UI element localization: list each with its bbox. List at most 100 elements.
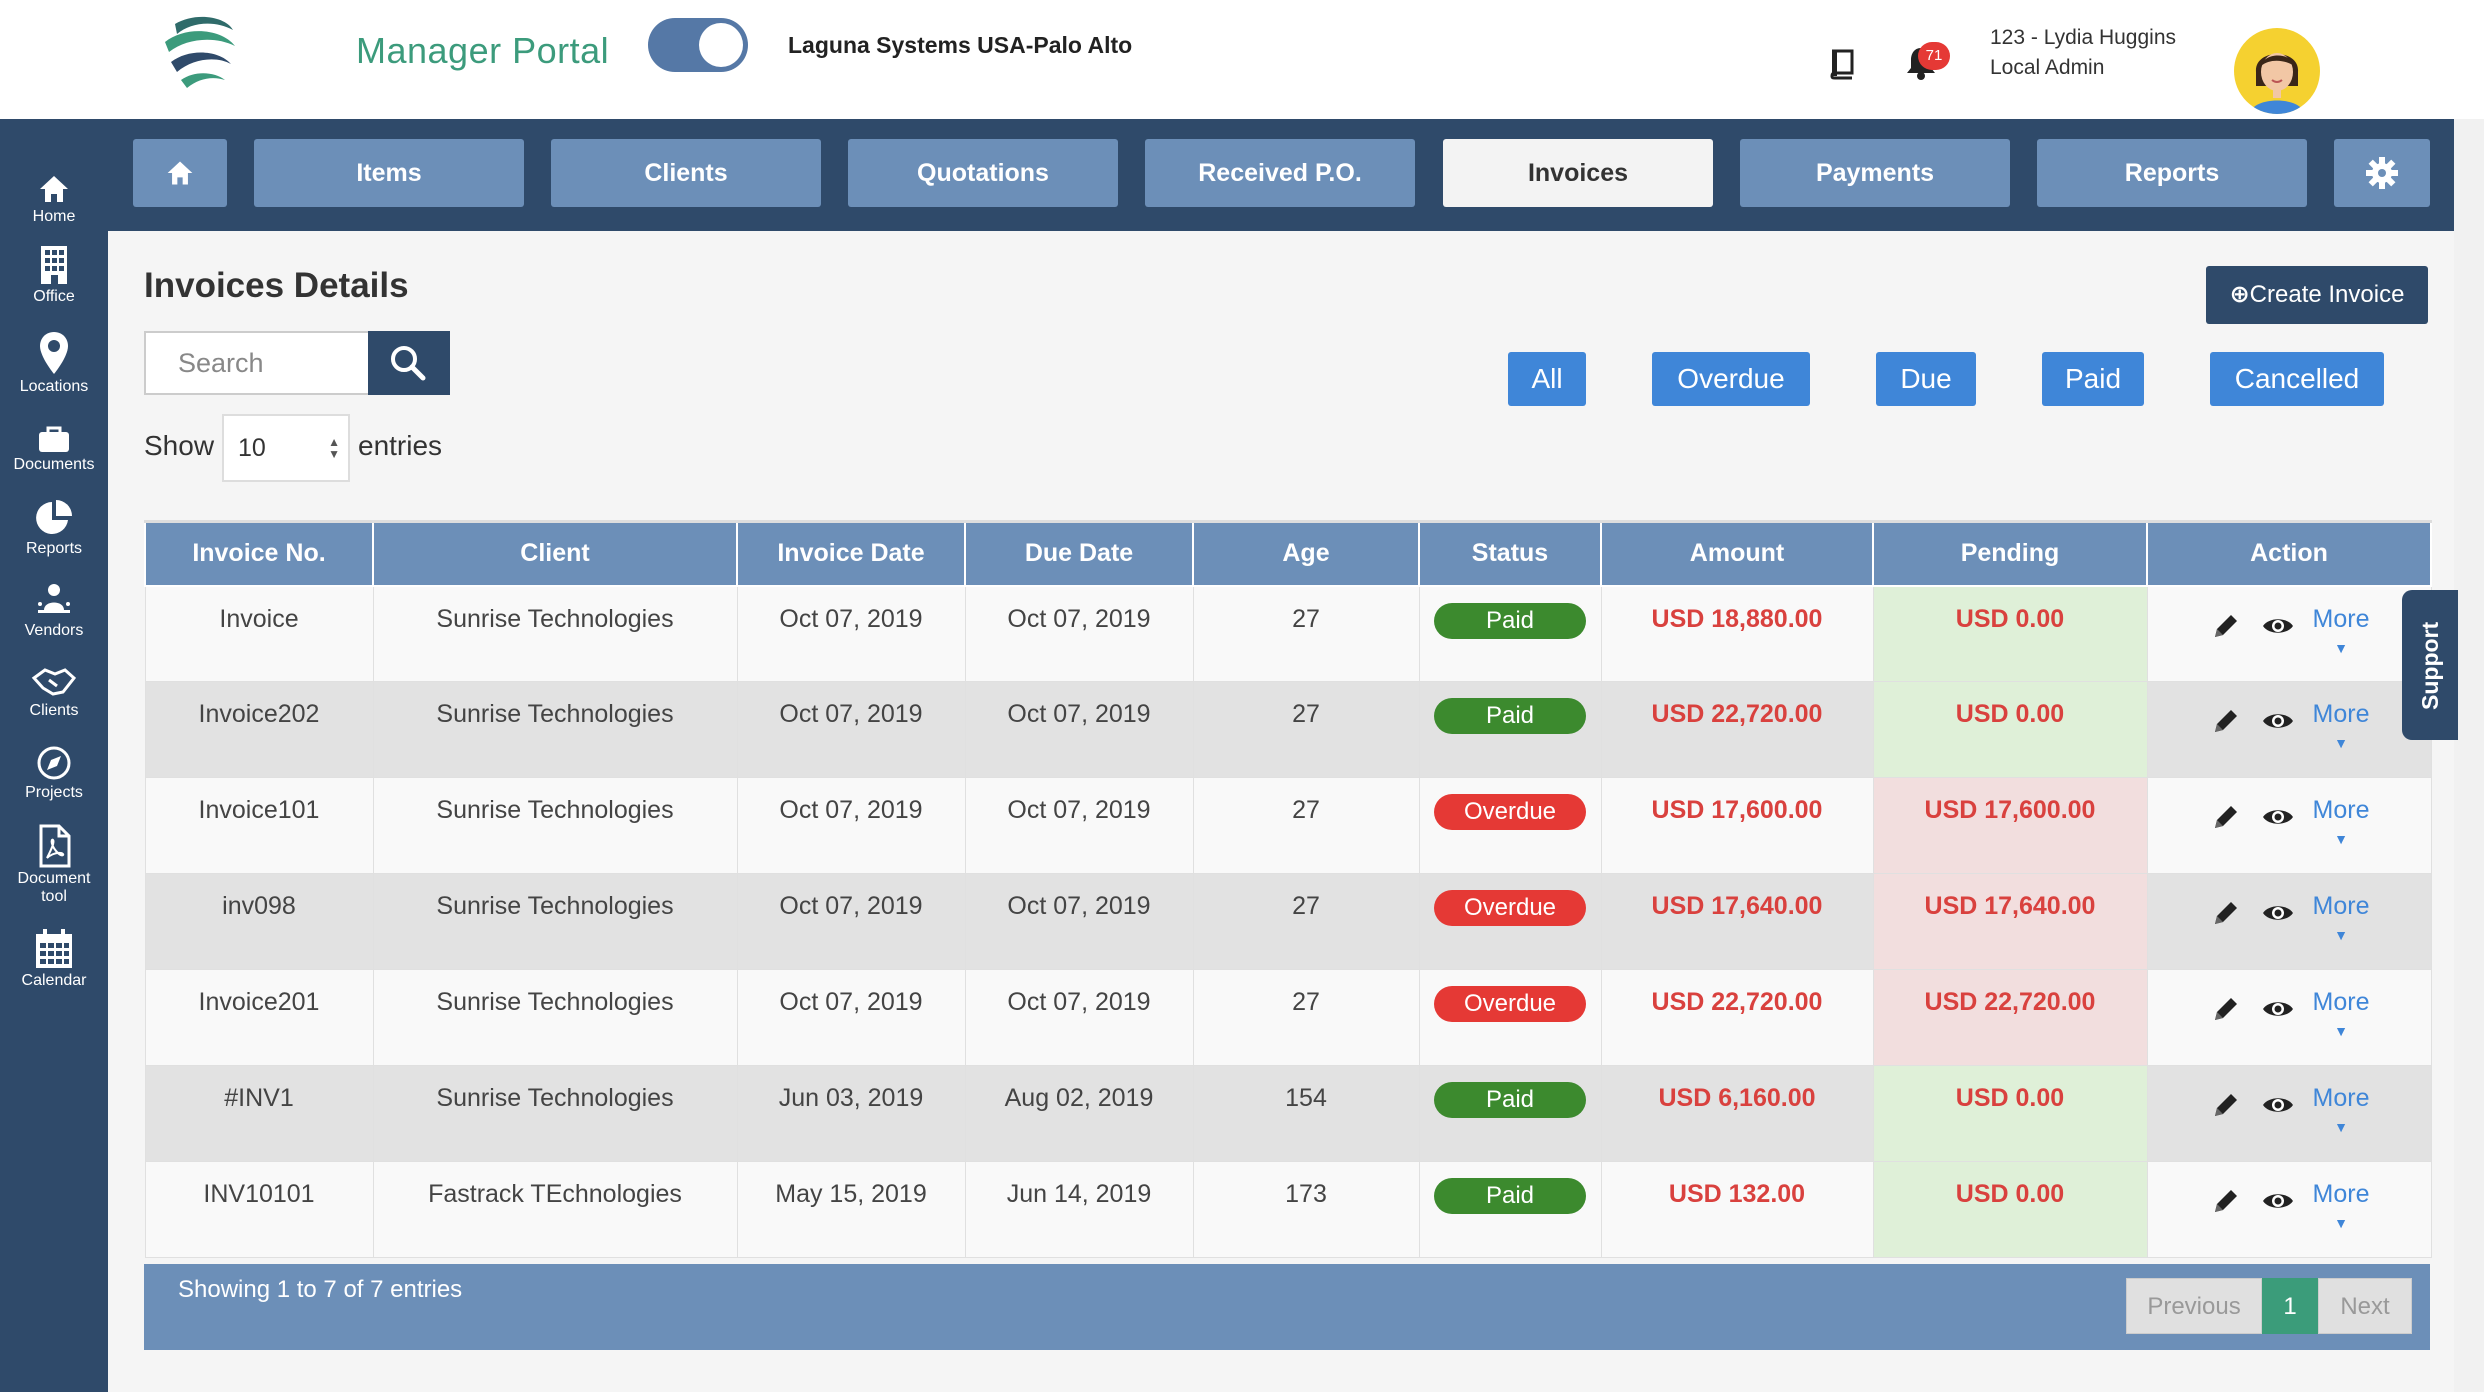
column-header[interactable]: Client	[372, 520, 738, 587]
settings-button[interactable]	[2334, 139, 2430, 207]
status-badge: Paid	[1434, 698, 1586, 734]
invoice-date-cell: Oct 07, 2019	[736, 585, 966, 682]
edit-pencil-icon[interactable]	[2209, 800, 2243, 834]
age-cell: 154	[1192, 1065, 1420, 1162]
tab-reports[interactable]: Reports	[2037, 139, 2307, 207]
support-tab[interactable]	[2402, 590, 2458, 740]
sidebar-item-clients[interactable]: Clients	[0, 664, 108, 720]
more-dropdown[interactable]: More ▼	[2313, 1084, 2370, 1135]
sidebar-item-office[interactable]: Office	[0, 244, 108, 306]
action-cell: More ▼	[2146, 969, 2432, 1066]
view-eye-icon[interactable]	[2261, 1088, 2295, 1122]
age-cell: 27	[1192, 873, 1420, 970]
gear-icon	[2366, 157, 2398, 189]
create-invoice-button[interactable]: ⊕Create Invoice	[2206, 266, 2428, 324]
more-dropdown[interactable]: More ▼	[2313, 700, 2370, 751]
more-link[interactable]: More	[2312, 796, 2370, 824]
client-cell: Sunrise Technologies	[372, 681, 738, 778]
invoice-date-cell: May 15, 2019	[736, 1161, 966, 1258]
home-icon	[40, 176, 68, 202]
tab-clients[interactable]: Clients	[551, 139, 821, 207]
tab-payments[interactable]: Payments	[1740, 139, 2010, 207]
portal-toggle[interactable]	[648, 18, 748, 72]
invoice-number-cell: Invoice201	[144, 969, 374, 1066]
edit-pencil-icon[interactable]	[2209, 609, 2243, 643]
more-dropdown[interactable]: More ▼	[2313, 892, 2370, 943]
more-dropdown[interactable]: More ▼	[2313, 988, 2370, 1039]
edit-pencil-icon[interactable]	[2209, 1088, 2243, 1122]
edit-pencil-icon[interactable]	[2209, 1184, 2243, 1218]
view-eye-icon[interactable]	[2261, 609, 2295, 643]
book-icon[interactable]	[1826, 48, 1856, 80]
filter-overdue-button[interactable]: Overdue	[1652, 352, 1810, 406]
view-eye-icon[interactable]	[2261, 800, 2295, 834]
edit-pencil-icon[interactable]	[2209, 992, 2243, 1026]
column-header[interactable]: Pending	[1872, 520, 2148, 587]
age-cell: 173	[1192, 1161, 1420, 1258]
sidebar-item-label: Office	[33, 288, 75, 305]
search-input[interactable]	[146, 333, 368, 393]
more-dropdown[interactable]: More ▼	[2313, 1180, 2370, 1231]
view-eye-icon[interactable]	[2261, 704, 2295, 738]
filter-cancelled-button[interactable]: Cancelled	[2210, 352, 2384, 406]
view-eye-icon[interactable]	[2261, 1184, 2295, 1218]
column-header[interactable]: Age	[1192, 520, 1420, 587]
show-label: Show	[144, 430, 215, 461]
column-header[interactable]: Status	[1418, 520, 1602, 587]
sidebar-item-documents[interactable]: Documents	[0, 424, 108, 474]
previous-page-button[interactable]: Previous	[2126, 1278, 2262, 1334]
column-header[interactable]: Amount	[1600, 520, 1874, 587]
caret-down-icon: ▼	[2334, 1215, 2348, 1231]
sidebar-item-document-tool[interactable]: Document tool	[0, 824, 108, 906]
more-link[interactable]: More	[2312, 1180, 2370, 1208]
sidebar-item-projects[interactable]: Projects	[0, 744, 108, 802]
edit-pencil-icon[interactable]	[2209, 704, 2243, 738]
amount-cell: USD 22,720.00	[1600, 681, 1874, 778]
table-row: inv098 Sunrise Technologies Oct 07, 2019 Oc…	[144, 873, 2432, 970]
status-cell: Paid	[1418, 1065, 1602, 1162]
more-link[interactable]: More	[2312, 604, 2370, 633]
age-cell: 27	[1192, 681, 1420, 778]
column-header[interactable]: Invoice Date	[736, 520, 966, 587]
next-page-button[interactable]: Next	[2318, 1278, 2412, 1334]
sidebar-item-home[interactable]: Home	[0, 172, 108, 226]
tab-invoices[interactable]: Invoices	[1443, 139, 1713, 207]
more-link[interactable]: More	[2312, 988, 2370, 1016]
sidebar-item-calendar[interactable]: Calendar	[0, 928, 108, 990]
search-icon	[391, 346, 426, 381]
pending-cell: USD 22,720.00	[1872, 969, 2148, 1066]
filter-paid-button[interactable]: Paid	[2042, 352, 2144, 406]
more-dropdown[interactable]: More ▼	[2313, 605, 2370, 656]
avatar[interactable]	[2234, 28, 2320, 114]
edit-pencil-icon[interactable]	[2209, 896, 2243, 930]
filter-all-button[interactable]: All	[1508, 352, 1586, 406]
sidebar-item-reports[interactable]: Reports	[0, 498, 108, 558]
pagination: Previous 1 Next	[2126, 1278, 2412, 1334]
entries-select[interactable]: 10 ▲ ▼	[222, 414, 350, 482]
tab-received-po[interactable]: Received P.O.	[1145, 139, 1415, 207]
page-number-button[interactable]: 1	[2262, 1278, 2318, 1334]
view-eye-icon[interactable]	[2261, 992, 2295, 1026]
invoice-date-cell: Oct 07, 2019	[736, 969, 966, 1066]
view-eye-icon[interactable]	[2261, 896, 2295, 930]
tab-quotations[interactable]: Quotations	[848, 139, 1118, 207]
more-link[interactable]: More	[2312, 892, 2370, 920]
client-cell: Sunrise Technologies	[372, 585, 738, 682]
search-button[interactable]	[368, 331, 450, 395]
status-badge: Overdue	[1434, 986, 1586, 1022]
table-footer: Showing 1 to 7 of 7 entries Previous 1 N…	[144, 1264, 2430, 1350]
column-header[interactable]: Due Date	[964, 520, 1194, 587]
more-link[interactable]: More	[2312, 1084, 2370, 1112]
more-dropdown[interactable]: More ▼	[2313, 796, 2370, 847]
filter-due-button[interactable]: Due	[1876, 352, 1976, 406]
more-link[interactable]: More	[2312, 700, 2370, 728]
column-header[interactable]: Invoice No.	[144, 520, 374, 587]
handshake-icon	[31, 668, 77, 696]
amount-cell: USD 6,160.00	[1600, 1065, 1874, 1162]
nav-home-button[interactable]	[133, 139, 227, 207]
tab-items[interactable]: Items	[254, 139, 524, 207]
sidebar-item-label: Home	[32, 208, 76, 225]
sidebar-item-vendors[interactable]: Vendors	[0, 580, 108, 640]
sidebar-item-locations[interactable]: Locations	[0, 330, 108, 396]
vendor-icon	[38, 584, 70, 613]
